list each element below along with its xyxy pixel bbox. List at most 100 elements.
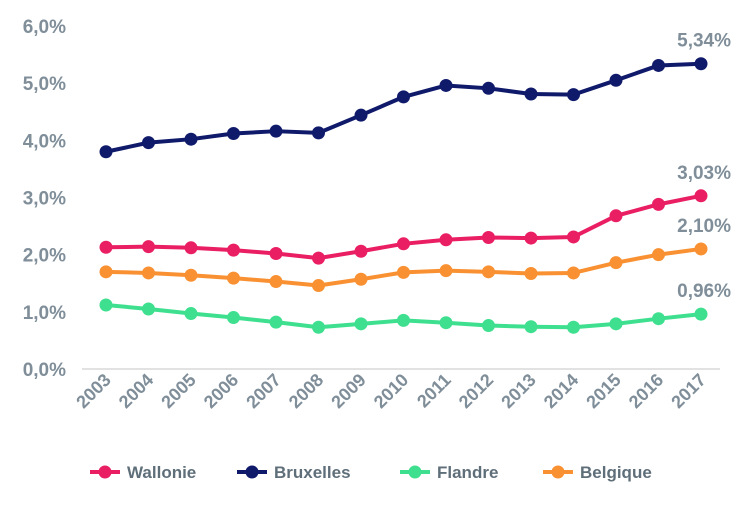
data-point: [694, 242, 708, 256]
x-tick-label: 2007: [242, 370, 284, 412]
data-point: [609, 256, 623, 270]
data-point: [99, 240, 113, 254]
series-bruxelles: [99, 57, 708, 159]
legend-label: Flandre: [437, 463, 498, 482]
legend-label: Belgique: [580, 463, 652, 482]
series-belgique: [99, 242, 708, 293]
data-point: [652, 248, 665, 262]
data-point: [142, 266, 155, 280]
x-tick-label: 2015: [582, 370, 624, 412]
data-labels: 3,03% 5,34% 0,96% 2,10%: [677, 31, 731, 302]
data-point: [482, 265, 495, 279]
data-point: [397, 90, 410, 104]
x-tick-label: 2010: [370, 370, 412, 412]
data-point: [567, 320, 580, 334]
data-point: [524, 267, 538, 281]
data-point: [524, 320, 538, 334]
data-point: [142, 240, 155, 254]
y-tick-label: 6,0%: [23, 17, 66, 38]
data-point: [269, 315, 283, 329]
legend-item-bruxelles: Bruxelles: [237, 463, 351, 482]
x-tick-label: 2005: [157, 370, 199, 412]
legend-swatch-marker: [408, 465, 422, 479]
y-tick-label: 0,0%: [23, 360, 66, 381]
x-tick-label: 2006: [200, 370, 242, 412]
data-point: [354, 108, 368, 122]
data-point: [609, 73, 623, 87]
data-point: [312, 279, 325, 293]
data-point: [354, 272, 368, 286]
data-point: [269, 275, 283, 289]
x-tick-label: 2008: [285, 370, 327, 412]
data-point: [184, 132, 198, 146]
data-point: [184, 268, 198, 282]
data-point: [694, 57, 708, 71]
data-point: [184, 307, 198, 321]
data-point: [312, 126, 325, 140]
data-point: [269, 247, 283, 261]
data-point: [397, 313, 410, 327]
data-point: [652, 197, 665, 211]
data-point: [439, 78, 453, 92]
data-point: [269, 124, 283, 138]
plot-area: [99, 57, 708, 334]
legend-label: Bruxelles: [274, 463, 351, 482]
legend-item-flandre: Flandre: [400, 463, 498, 482]
y-tick-label: 2,0%: [23, 246, 66, 267]
legend-item-belgique: Belgique: [543, 463, 652, 482]
data-point: [694, 307, 708, 321]
legend-swatch-marker: [245, 465, 259, 479]
y-tick-label: 4,0%: [23, 131, 66, 152]
x-tick-label: 2003: [72, 370, 114, 412]
end-value-label: 2,10%: [677, 216, 731, 237]
end-value-label: 0,96%: [677, 281, 731, 302]
data-point: [482, 319, 495, 333]
x-tick-label: 2016: [625, 370, 667, 412]
x-tick-label: 2004: [115, 370, 157, 412]
data-point: [354, 244, 368, 258]
y-axis: 0,0% 1,0% 2,0% 3,0% 4,0% 5,0% 6,0%: [23, 17, 66, 381]
x-tick-label: 2012: [455, 370, 497, 412]
x-tick-label: 2011: [413, 370, 455, 412]
data-point: [439, 316, 453, 330]
data-point: [227, 271, 240, 285]
data-point: [439, 233, 453, 247]
data-point: [652, 312, 665, 326]
x-tick-label: 2013: [497, 370, 539, 412]
data-point: [524, 87, 538, 101]
data-point: [312, 251, 325, 265]
data-point: [397, 237, 410, 251]
end-value-label: 3,03%: [677, 163, 731, 184]
data-point: [694, 189, 708, 203]
x-axis: 2003 2004 2005 2006 2007 2008 2009 2010 2011 2012…: [72, 370, 709, 412]
end-value-label: 5,34%: [677, 31, 731, 52]
data-point: [567, 88, 580, 102]
legend-item-wallonie: Wallonie: [90, 463, 196, 482]
series-flandre: [99, 298, 708, 334]
data-point: [609, 317, 623, 331]
y-tick-label: 1,0%: [23, 303, 66, 324]
data-point: [439, 264, 453, 278]
x-tick-label: 2009: [327, 370, 369, 412]
data-point: [397, 265, 410, 279]
data-point: [524, 231, 538, 245]
legend-label: Wallonie: [127, 463, 196, 482]
data-point: [482, 231, 495, 245]
data-point: [652, 58, 665, 72]
data-point: [142, 302, 155, 316]
data-point: [227, 311, 240, 325]
data-point: [99, 298, 113, 312]
data-point: [227, 243, 240, 257]
data-point: [184, 241, 198, 255]
data-point: [567, 230, 580, 244]
data-point: [99, 265, 113, 279]
y-tick-label: 3,0%: [23, 189, 66, 210]
data-point: [354, 317, 368, 331]
x-tick-label: 2014: [540, 370, 582, 412]
x-tick-label: 2017: [667, 370, 709, 412]
data-point: [312, 320, 325, 334]
legend: Wallonie Bruxelles Flandre Belgique: [90, 463, 652, 482]
legend-swatch-marker: [551, 465, 565, 479]
data-point: [567, 266, 580, 280]
